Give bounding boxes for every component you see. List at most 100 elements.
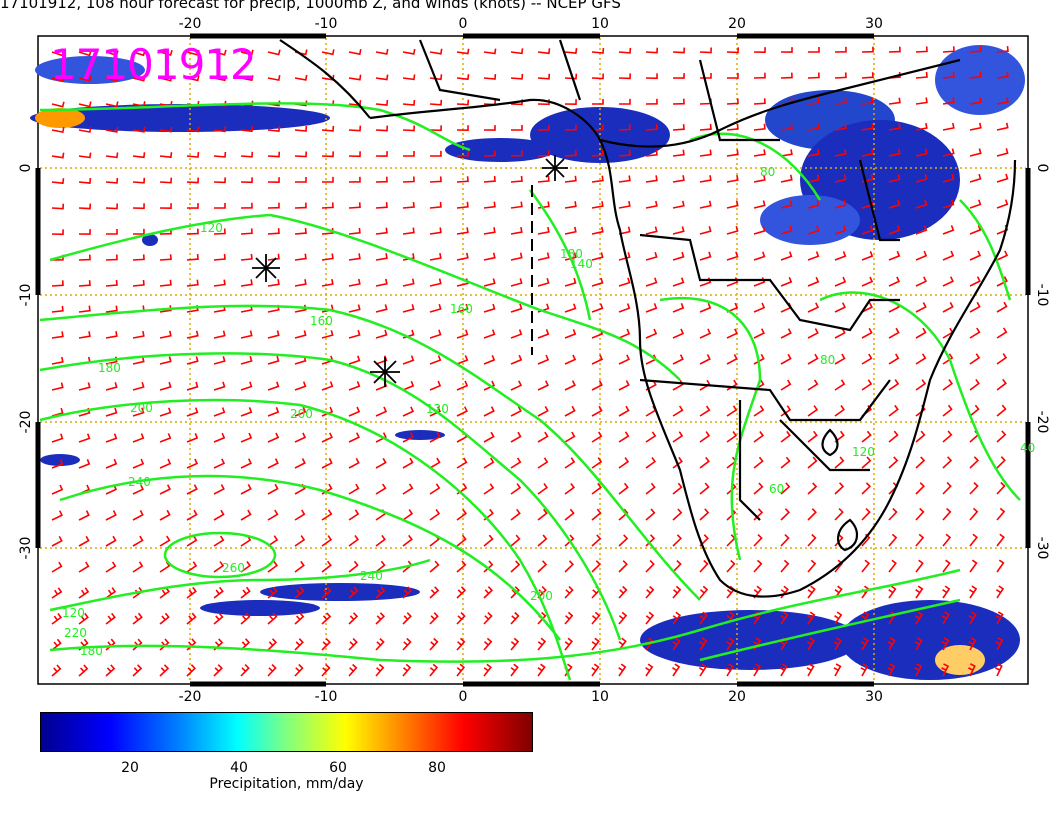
wind-barb: [645, 175, 658, 183]
colorbar: [40, 712, 533, 752]
wind-barb: [888, 148, 901, 157]
wind-barb: [942, 456, 953, 469]
wind-barb: [186, 228, 199, 235]
wind-barb: [834, 225, 847, 235]
wind-barb: [834, 611, 843, 625]
wind-barb: [591, 124, 604, 131]
wind-barb: [780, 123, 793, 131]
wind-barb: [510, 431, 522, 443]
wind-barb: [456, 329, 469, 339]
wind-barb: [996, 481, 1006, 495]
wind-barb: [159, 381, 172, 391]
wind-barb: [213, 432, 226, 443]
wind-barb: [132, 381, 145, 391]
lon-tick: 0: [459, 689, 468, 705]
wind-barb: [132, 407, 145, 417]
lon-tick: 30: [865, 689, 883, 705]
wind-barb: [51, 152, 65, 159]
wind-barb: [699, 200, 712, 209]
wind-barb: [996, 122, 1009, 131]
wind-barb: [159, 75, 173, 82]
wind-barb: [132, 203, 145, 210]
wind-barb: [483, 534, 494, 547]
wind-barb: [915, 533, 925, 547]
wind-barb: [483, 278, 496, 287]
wind-barb: [645, 200, 658, 209]
wind-barb: [159, 612, 170, 625]
wind-barb: [51, 484, 64, 495]
wind-barb: [672, 508, 683, 521]
lat-tick: 0: [1034, 164, 1050, 173]
wind-barb: [105, 126, 119, 133]
wind-barb: [834, 97, 847, 105]
wind-barb: [51, 331, 64, 339]
wind-barb: [537, 483, 549, 495]
wind-barb: [132, 510, 144, 521]
wind-barb: [672, 379, 684, 391]
wind-barb: [510, 252, 523, 261]
wind-barb: [537, 431, 549, 443]
wind-barb: [780, 534, 790, 547]
wind-barb: [592, 99, 604, 105]
wind-barb: [51, 536, 63, 547]
wind-barb: [429, 201, 442, 209]
wind-barb: [834, 276, 847, 287]
wind-barb: [321, 176, 334, 183]
colorbar-tick: 80: [428, 760, 446, 776]
wind-barb: [51, 638, 62, 651]
wind-barb: [780, 251, 793, 261]
wind-barb: [645, 98, 658, 105]
wind-barb: [618, 482, 629, 495]
wind-barb: [240, 151, 254, 158]
wind-barb: [510, 560, 521, 573]
wind-barb: [483, 227, 496, 235]
wind-barb: [510, 457, 522, 469]
wind-barb: [294, 74, 308, 81]
wind-barb: [267, 202, 280, 209]
wind-barb: [483, 663, 492, 677]
wind-barb: [726, 174, 739, 183]
wind-barb: [213, 561, 225, 573]
wind-barb: [618, 124, 631, 131]
colorbar-tick: 20: [121, 760, 139, 776]
wind-barb: [186, 279, 199, 287]
wind-barb: [132, 612, 143, 625]
wind-barb: [402, 406, 415, 417]
wind-barb: [564, 73, 578, 80]
wind-barb: [699, 637, 708, 651]
wind-barb: [294, 612, 305, 625]
wind-barb: [483, 612, 493, 625]
wind-barb: [375, 48, 389, 55]
wind-barb: [564, 226, 577, 235]
wind-barb: [240, 177, 253, 184]
wind-barb: [510, 354, 523, 365]
wind-barb: [672, 482, 683, 495]
wind-barb: [321, 509, 333, 521]
wind-barb: [510, 329, 523, 339]
wind-barb: [564, 99, 577, 106]
wind-barb: [833, 663, 842, 677]
wind-barb: [726, 302, 739, 313]
wind-barb: [699, 124, 712, 131]
wind-barb: [996, 276, 1008, 287]
wind-barb: [888, 456, 899, 469]
wind-barb: [348, 355, 361, 365]
lon-tick: 20: [728, 689, 746, 705]
wind-barb: [996, 173, 1009, 183]
wind-barb: [294, 330, 307, 339]
wind-barb: [699, 47, 712, 54]
wind-barb: [348, 202, 361, 209]
wind-barb: [132, 356, 145, 365]
wind-barb: [375, 432, 387, 443]
wind-barb: [753, 251, 766, 261]
wind-barb: [456, 612, 466, 625]
wind-barb: [375, 125, 389, 132]
lon-tick: 0: [459, 16, 468, 32]
wind-barb: [456, 586, 467, 599]
wind-barb: [591, 226, 604, 235]
contour-label: 80: [820, 353, 835, 367]
wind-barb: [645, 73, 658, 80]
wind-barb: [564, 354, 577, 365]
wind-barb: [294, 125, 308, 132]
wind-barb: [672, 47, 686, 54]
